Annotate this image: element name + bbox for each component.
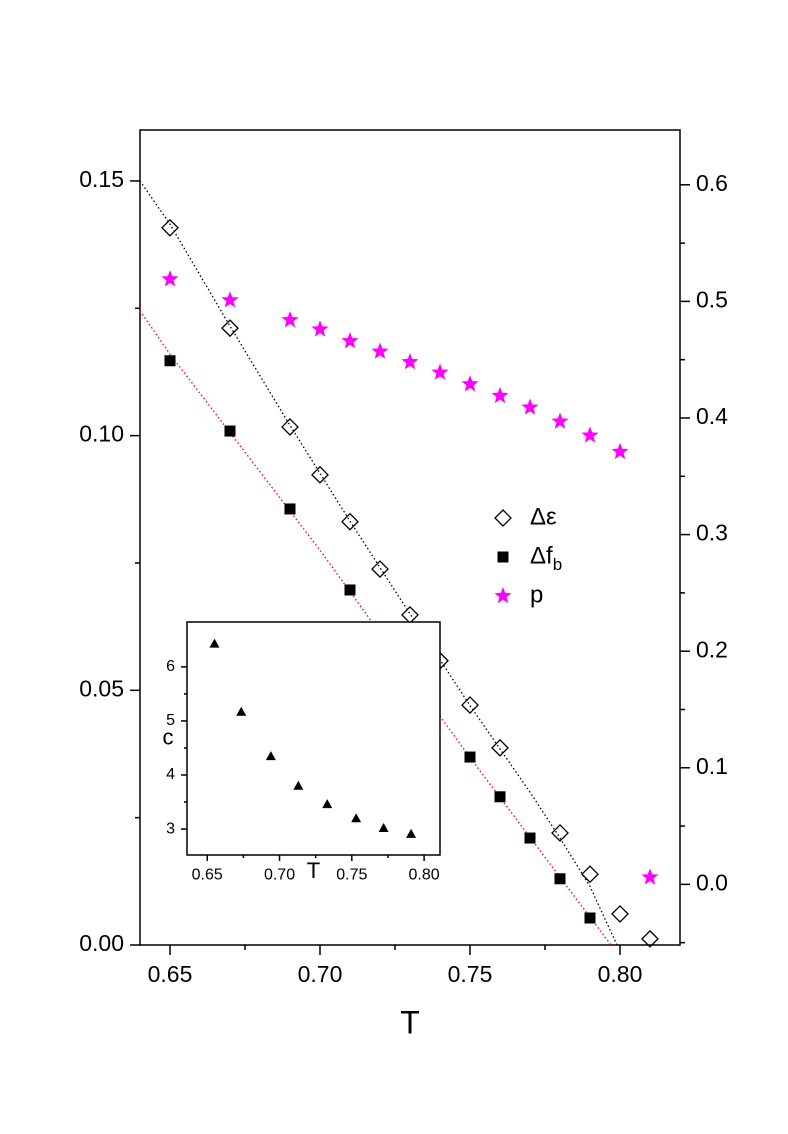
x-tick-label: 0.75 [448, 961, 493, 987]
diamond-marker [491, 738, 509, 757]
diamond-marker [641, 929, 659, 948]
y2-tick-label: 0.4 [696, 403, 728, 429]
triangle-marker [209, 638, 220, 648]
star-marker [521, 398, 539, 415]
star-marker [461, 375, 479, 392]
triangle-marker [236, 706, 247, 716]
diamond-marker [581, 865, 599, 884]
star-marker [371, 342, 389, 359]
square-marker [494, 791, 506, 803]
diamond-marker [551, 824, 569, 842]
star-marker [221, 291, 239, 308]
square-marker [284, 503, 296, 515]
square-marker [464, 751, 476, 763]
y2-tick-label: 0.0 [696, 869, 728, 895]
star-marker [611, 442, 629, 460]
diamond-marker [281, 418, 299, 436]
triangle-marker [378, 822, 389, 832]
diamond-marker [221, 319, 239, 338]
x-tick-label: 0.80 [598, 961, 643, 987]
diamond-marker [611, 905, 629, 923]
y-tick-label: 0.15 [79, 166, 124, 192]
plot-frame [139, 129, 681, 946]
legend-label: Δfb [530, 542, 562, 574]
star-marker [341, 332, 359, 349]
y-tick-label: 3 [166, 820, 175, 837]
plot-frame [186, 621, 441, 856]
legend-label: Δε [530, 503, 557, 530]
star-marker [551, 412, 569, 429]
y-tick-label: 0.10 [79, 421, 124, 447]
square-marker [224, 425, 236, 437]
y2-tick-label: 0.1 [696, 753, 728, 779]
triangle-marker [351, 813, 362, 823]
legend-subscript: b [553, 555, 562, 574]
diamond-marker [401, 606, 419, 624]
star-marker [491, 386, 509, 404]
triangle-marker [406, 828, 417, 838]
diamond-marker [311, 465, 329, 484]
triangle-marker [293, 780, 304, 790]
legend-marker [494, 587, 512, 604]
legend-marker [494, 509, 512, 527]
x-axis-label: T [307, 858, 320, 883]
y2-tick-label: 0.2 [696, 636, 728, 662]
square-marker [344, 584, 356, 596]
y-tick-label: 6 [166, 658, 175, 675]
y-tick-label: 0.05 [79, 675, 124, 701]
legend-marker [497, 551, 509, 563]
star-marker [401, 353, 419, 370]
legend-label: p [530, 581, 543, 608]
star-marker [641, 868, 659, 885]
diamond-marker [371, 560, 389, 579]
star-marker [161, 270, 179, 287]
y-tick-label: 4 [166, 766, 175, 783]
diamond-marker [161, 218, 179, 237]
y-axis-label: c [163, 724, 174, 749]
triangle-marker [265, 751, 276, 761]
x-tick-label: 0.70 [298, 961, 343, 987]
diamond-marker [341, 512, 359, 531]
star-marker [281, 311, 299, 328]
y2-tick-label: 0.6 [696, 170, 728, 196]
star-marker [311, 320, 329, 337]
square-marker [164, 355, 176, 367]
y-tick-label: 0.00 [79, 930, 124, 956]
x-tick-label: 0.65 [148, 961, 193, 987]
inset-background [187, 622, 440, 855]
star-marker [431, 363, 449, 380]
triangle-marker [322, 799, 333, 809]
x-tick-label: 0.80 [409, 867, 440, 884]
x-tick-label: 0.75 [336, 867, 367, 884]
diamond-marker [461, 696, 479, 715]
x-tick-label: 0.70 [264, 867, 295, 884]
y2-tick-label: 0.3 [696, 520, 728, 546]
x-axis-label: T [400, 1004, 420, 1040]
y-tick-label: 5 [166, 712, 175, 729]
square-marker [524, 832, 536, 844]
square-marker [584, 912, 596, 924]
x-tick-label: 0.65 [192, 867, 223, 884]
y2-tick-label: 0.5 [696, 286, 728, 312]
star-marker [581, 426, 599, 443]
square-marker [554, 873, 566, 885]
